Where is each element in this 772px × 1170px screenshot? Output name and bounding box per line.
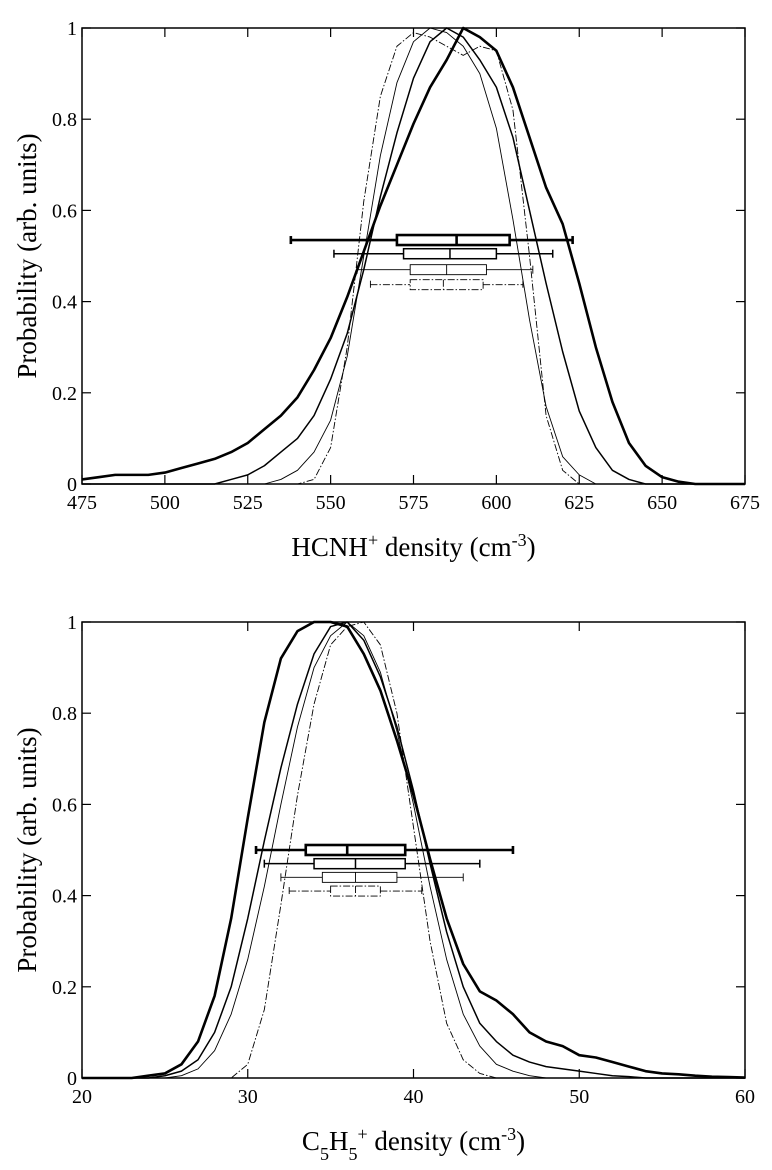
x-tick-label: 40 bbox=[404, 1086, 424, 1108]
x-tick-label: 575 bbox=[399, 492, 429, 514]
x-axis-label-part: ) bbox=[527, 532, 536, 562]
x-tick-label: 600 bbox=[481, 492, 511, 514]
box bbox=[321, 871, 398, 883]
x-axis-label-part: -3 bbox=[501, 1124, 516, 1144]
y-tick-label: 0.8 bbox=[52, 703, 77, 725]
y-tick-label: 0.4 bbox=[52, 886, 77, 908]
density-curve bbox=[81, 26, 745, 486]
x-axis-label: C5H5+ density (cm-3) bbox=[302, 1124, 525, 1164]
x-axis-label-part: 5 bbox=[320, 1144, 329, 1164]
density-curve bbox=[82, 621, 745, 1079]
x-axis-label-part: C bbox=[302, 1126, 320, 1156]
y-tick-label: 0.2 bbox=[52, 977, 77, 999]
x-axis-label-part: ) bbox=[516, 1126, 525, 1156]
y-tick-label: 0.6 bbox=[52, 200, 77, 222]
x-tick-label: 475 bbox=[67, 492, 97, 514]
x-axis-label-part: 5 bbox=[348, 1144, 357, 1164]
x-axis-label-part: + bbox=[368, 530, 378, 550]
box bbox=[409, 279, 484, 291]
density-curve bbox=[82, 621, 745, 1079]
x-axis-label-part: + bbox=[357, 1124, 367, 1144]
box bbox=[313, 857, 406, 870]
y-tick-label: 0 bbox=[67, 474, 77, 496]
y-tick-label: 0.2 bbox=[52, 383, 77, 405]
box bbox=[409, 264, 487, 276]
x-tick-label: 30 bbox=[238, 1086, 258, 1108]
x-tick-label: 60 bbox=[735, 1086, 755, 1108]
x-tick-label: 500 bbox=[150, 492, 180, 514]
density-curve bbox=[82, 620, 746, 1080]
x-axis-label-part: -3 bbox=[512, 530, 527, 550]
x-tick-label: 550 bbox=[316, 492, 346, 514]
y-axis-label: Probability (arb. units) bbox=[12, 727, 42, 972]
y-tick-label: 0.4 bbox=[52, 292, 77, 314]
y-tick-label: 0.6 bbox=[52, 794, 77, 816]
x-tick-label: 50 bbox=[569, 1086, 589, 1108]
y-tick-label: 1 bbox=[67, 612, 77, 634]
y-tick-label: 0 bbox=[67, 1068, 77, 1090]
y-axis-label: Probability (arb. units) bbox=[12, 133, 42, 378]
density-curve bbox=[82, 32, 745, 485]
box bbox=[395, 233, 511, 247]
x-tick-label: 20 bbox=[72, 1086, 92, 1108]
density-curve bbox=[82, 621, 745, 1079]
y-tick-label: 0.8 bbox=[52, 109, 77, 131]
x-axis-label-part: density (cm bbox=[378, 532, 511, 562]
x-axis-label: HCNH+ density (cm-3) bbox=[291, 530, 535, 562]
box bbox=[304, 843, 407, 857]
x-axis-label-part: HCNH bbox=[291, 532, 368, 562]
x-axis-label-part: H bbox=[329, 1126, 349, 1156]
y-tick-label: 1 bbox=[67, 18, 77, 40]
x-tick-label: 650 bbox=[647, 492, 677, 514]
x-tick-label: 675 bbox=[730, 492, 760, 514]
x-tick-label: 525 bbox=[233, 492, 263, 514]
x-tick-label: 625 bbox=[564, 492, 594, 514]
x-axis-label-part: density (cm bbox=[368, 1126, 501, 1156]
